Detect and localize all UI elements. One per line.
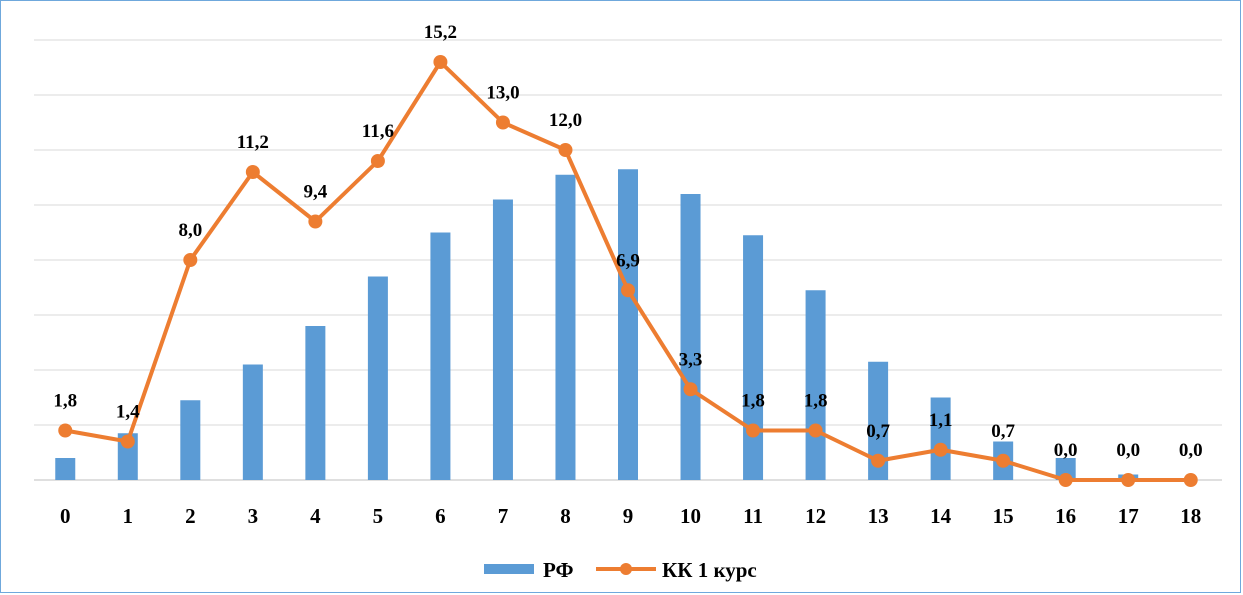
point-kk-1	[120, 434, 135, 449]
point-kk-3	[245, 165, 260, 179]
x-tick-0: 0	[60, 504, 71, 528]
point-kk-17	[1121, 473, 1136, 487]
bar-rf-4	[305, 326, 326, 480]
data-label-kk-14: 1,1	[929, 410, 953, 431]
data-label-kk-12: 1,8	[804, 391, 828, 412]
data-label-kk-15: 0,7	[991, 421, 1015, 442]
legend-swatch-kk-marker	[620, 563, 632, 575]
x-tick-10: 10	[680, 504, 701, 528]
point-kk-16	[1058, 473, 1073, 487]
data-label-kk-8: 12,0	[549, 110, 582, 131]
x-tick-7: 7	[498, 504, 509, 528]
x-tick-labels: 0 1 2 3 4 5 6 7 8 9 10 11 12 13 14 15 16 17 18	[60, 504, 1201, 528]
point-kk-5	[370, 154, 385, 168]
data-label-kk-18: 0,0	[1179, 440, 1203, 461]
bar-rf-14	[930, 397, 951, 480]
x-tick-4: 4	[310, 504, 321, 528]
data-label-kk-17: 0,0	[1116, 440, 1140, 461]
data-label-kk-11: 1,8	[741, 391, 765, 412]
x-tick-2: 2	[185, 504, 196, 528]
bar-rf-11	[743, 235, 764, 480]
x-tick-6: 6	[435, 504, 446, 528]
point-kk-11	[746, 423, 761, 438]
point-kk-0	[58, 423, 73, 438]
bar-rf-9	[618, 169, 638, 480]
data-label-kk-13: 0,7	[866, 421, 890, 442]
x-tick-3: 3	[248, 504, 259, 528]
x-tick-17: 17	[1118, 504, 1139, 528]
bar-rf-5	[367, 276, 388, 480]
data-label-kk-1: 1,4	[116, 402, 140, 423]
data-label-kk-7: 13,0	[486, 83, 519, 104]
data-label-kk-3: 11,2	[237, 132, 269, 153]
bar-rf-3	[242, 364, 263, 480]
data-label-kk-0: 1,8	[53, 391, 77, 412]
x-tick-15: 15	[993, 504, 1014, 528]
legend: РФ КК 1 курс	[484, 558, 757, 582]
line-kk	[58, 55, 1198, 487]
x-tick-12: 12	[805, 504, 826, 528]
data-label-kk-10: 3,3	[679, 349, 703, 370]
data-label-kk-9: 6,9	[616, 250, 640, 271]
x-tick-16: 16	[1055, 504, 1076, 528]
legend-swatch-rf	[484, 564, 534, 574]
point-kk-12	[808, 423, 823, 438]
x-tick-13: 13	[868, 504, 889, 528]
bar-rf-6	[430, 232, 451, 480]
point-kk-13	[871, 453, 886, 468]
legend-label-rf: РФ	[543, 558, 574, 582]
data-label-kk-4: 9,4	[303, 182, 327, 203]
x-tick-9: 9	[623, 504, 634, 528]
x-tick-14: 14	[930, 504, 952, 528]
bar-rf-2	[180, 400, 201, 480]
point-kk-8	[558, 143, 573, 157]
x-tick-1: 1	[123, 504, 134, 528]
data-label-kk-2: 8,0	[178, 220, 202, 241]
point-kk-6	[433, 55, 448, 69]
x-tick-18: 18	[1180, 504, 1201, 528]
data-label-kk-16: 0,0	[1054, 440, 1078, 461]
x-tick-8: 8	[560, 504, 571, 528]
x-tick-5: 5	[373, 504, 384, 528]
point-kk-9	[621, 283, 635, 298]
data-label-kk-5: 11,6	[362, 121, 394, 142]
point-kk-14	[933, 442, 948, 457]
data-label-kk-6: 15,2	[424, 22, 457, 43]
legend-label-kk: КК 1 курс	[662, 558, 757, 582]
point-kk-7	[495, 115, 510, 130]
point-kk-15	[996, 453, 1011, 468]
bar-rf-13	[868, 361, 889, 480]
x-tick-11: 11	[743, 504, 763, 528]
gridlines	[34, 39, 1222, 481]
point-kk-2	[183, 253, 198, 267]
bar-rf-0	[55, 458, 76, 480]
point-kk-4	[308, 214, 323, 229]
bar-rf-12	[805, 290, 826, 480]
point-kk-10	[683, 382, 698, 397]
bar-rf-16	[1055, 458, 1076, 480]
bar-rf-8	[555, 174, 576, 480]
data-labels-kk: 1,8 1,4 8,0 11,2 9,4 11,6 15,2 13,0 12,0 6,9 3,3 1,…	[53, 22, 1202, 461]
bar-rf-7	[492, 199, 513, 480]
point-kk-18	[1183, 473, 1198, 487]
bar-rf-10	[680, 194, 701, 480]
